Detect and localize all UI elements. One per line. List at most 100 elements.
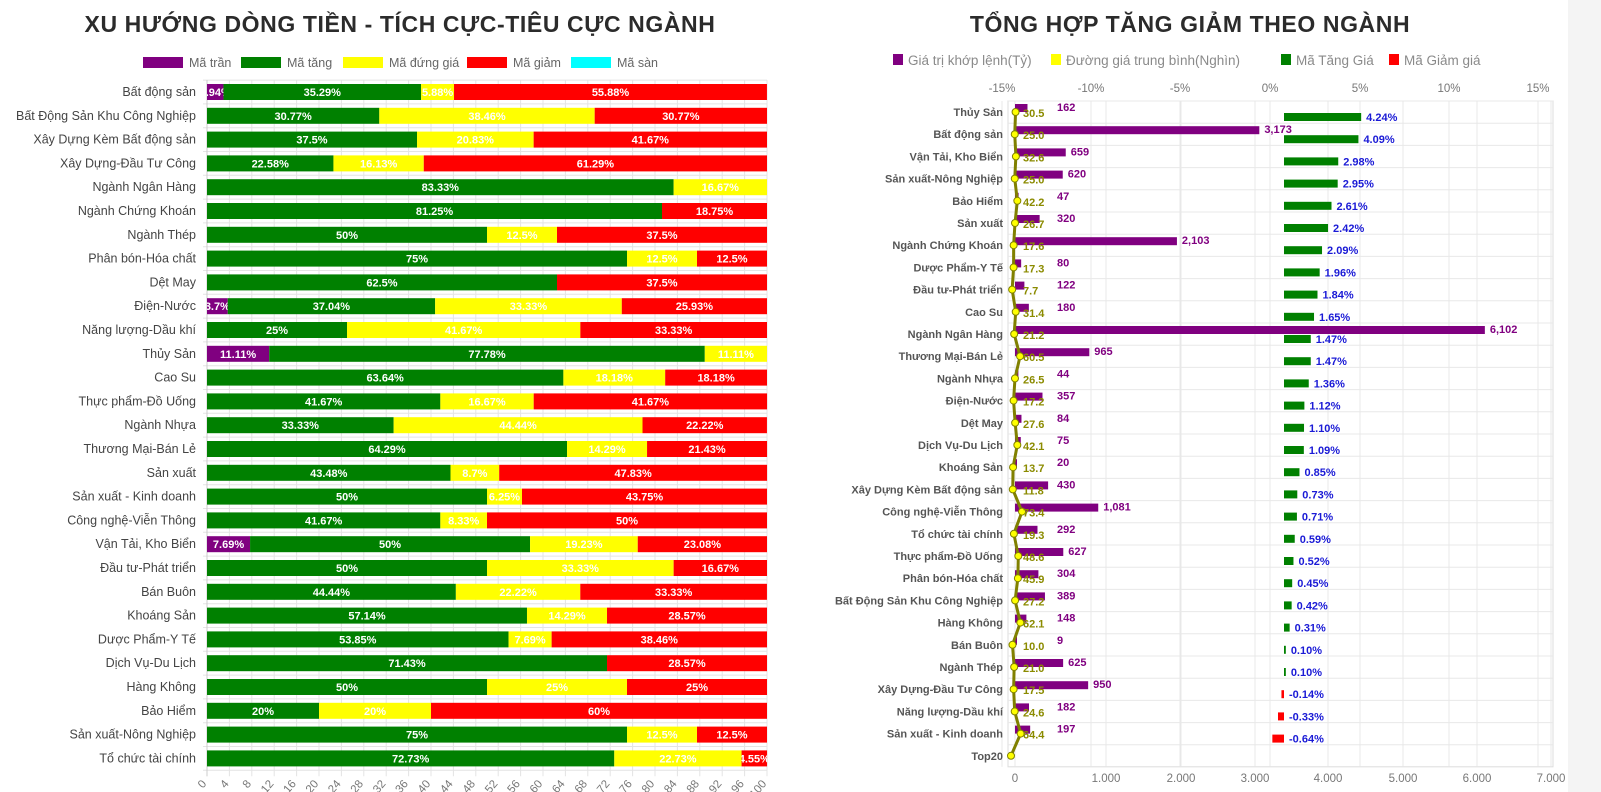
bar-segment-ma-tang <box>207 607 527 624</box>
top-axis-tick-label: -15% <box>989 83 1016 95</box>
category-label: Thủy Sản <box>142 347 196 361</box>
bar-segment-ma-tang <box>207 274 557 291</box>
data-label-ma-tran: 11.11% <box>220 349 256 361</box>
data-label-avg-price: 60.5 <box>1023 352 1044 364</box>
data-label-avg-price: 62.1 <box>1023 619 1044 631</box>
bar-segment-ma-tang <box>207 560 487 576</box>
bar-segment-ma-tang <box>207 226 487 243</box>
data-label-ma-tang: 50% <box>336 563 358 575</box>
avg-price-marker <box>1013 441 1022 449</box>
data-label-ma-dung-gia: 16.67% <box>702 182 740 194</box>
data-label-ma-tang: 71.43% <box>388 658 426 670</box>
data-label-ma-dung-gia: 7.69% <box>514 634 545 646</box>
data-label-ma-dung-gia: 5.88% <box>422 87 453 99</box>
data-label-ma-dung-gia: 14.29% <box>548 611 586 623</box>
bar-segment-ma-dung-gia <box>417 131 534 148</box>
bar-segment-ma-giam <box>594 107 767 124</box>
data-label-ma-giam: 4.55% <box>739 753 770 765</box>
data-label-ma-dung-gia: 16.67% <box>468 396 506 408</box>
bar-trading-value <box>1015 392 1043 401</box>
category-label: Điện-Nước <box>134 299 196 313</box>
data-label-ma-dung-gia: 25% <box>546 682 568 694</box>
data-label-ma-giam: 21.43% <box>688 444 726 456</box>
bar-trading-value <box>1015 237 1177 246</box>
data-label-pct: 1.84% <box>1322 290 1353 302</box>
category-label: Sản xuất <box>957 218 1003 230</box>
bar-segment-ma-tang <box>207 179 674 196</box>
data-label-trading-value: 75 <box>1057 435 1069 447</box>
avg-price-marker <box>1011 307 1020 316</box>
x-tick-label: 24 <box>326 778 344 792</box>
data-label-avg-price: 21.2 <box>1023 330 1044 342</box>
data-label-avg-price: 25.0 <box>1023 175 1044 187</box>
bar-segment-ma-dung-gia <box>487 488 522 505</box>
bar-segment-ma-tang <box>207 203 662 219</box>
data-label-ma-tang: 75% <box>406 730 428 742</box>
x-tick-label: 12 <box>259 778 276 792</box>
data-label-ma-dung-gia: 11.11% <box>718 349 754 361</box>
data-label-ma-giam: 50% <box>616 515 638 527</box>
data-label-ma-tang: 35.29% <box>304 87 342 99</box>
bar-segment-ma-giam <box>557 226 767 243</box>
bottom-axis-tick-label: 2.000 <box>1167 773 1196 785</box>
avg-price-marker <box>1018 507 1027 516</box>
data-label-ma-giam: 12.5% <box>716 254 747 266</box>
category-label: Thực phẩm-Đồ Uống <box>894 551 1003 563</box>
bar-segment-ma-giam <box>665 369 767 386</box>
data-label-avg-price: 13.7 <box>1023 463 1044 475</box>
bar-segment-ma-dung-gia <box>487 679 627 695</box>
page-scroll-strip <box>1568 0 1601 792</box>
bar-segment-ma-giam <box>533 393 768 410</box>
category-label: Sản xuất <box>147 466 197 480</box>
category-label: Ngành Ngân Hàng <box>908 329 1003 341</box>
x-tick-label: 52 <box>483 778 500 792</box>
data-label-avg-price: 64.4 <box>1023 730 1045 742</box>
data-label-ma-tang: 83.33% <box>422 182 460 194</box>
bar-segment-ma-dung-gia <box>627 726 697 743</box>
bar-pct-increase <box>1284 113 1362 121</box>
x-tick-label: 100 <box>748 778 770 792</box>
category-label: Công nghệ-Viễn Thông <box>67 512 196 527</box>
category-label: Khoáng Sản <box>127 609 196 623</box>
x-tick-label: 64 <box>550 778 568 792</box>
data-label-trading-value: 627 <box>1068 546 1086 558</box>
data-label-avg-price: 42.1 <box>1023 441 1044 453</box>
data-label-ma-dung-gia: 12.5% <box>646 730 677 742</box>
bar-pct-increase <box>1284 512 1297 521</box>
category-label: Xây Dựng Kèm Bất động sản <box>851 484 1003 496</box>
data-label-ma-dung-gia: 8.33% <box>448 515 479 527</box>
data-label-ma-giam: 18.18% <box>697 373 735 385</box>
bar-segment-ma-dung-gia <box>526 607 608 624</box>
data-label-ma-giam: 22.22% <box>686 420 724 432</box>
category-label: Sản xuất-Nông Nghiệp <box>885 174 1003 186</box>
data-label-ma-giam: 41.67% <box>632 135 670 147</box>
bar-segment-ma-tran <box>207 345 270 362</box>
data-label-trading-value: 965 <box>1094 346 1112 358</box>
category-label: Ngành Thép <box>939 662 1003 674</box>
avg-price-marker <box>1009 685 1018 694</box>
data-label-ma-tang: 77.78% <box>468 349 506 361</box>
data-label-pct: -0.64% <box>1289 734 1324 746</box>
data-label-avg-price: 24.6 <box>1023 707 1044 719</box>
bar-segment-ma-tran <box>207 298 228 315</box>
bar-segment-ma-giam <box>647 441 768 457</box>
category-label: Sản xuất - Kinh doanh <box>72 490 196 504</box>
bar-pct-increase <box>1284 490 1298 499</box>
bar-segment-ma-dung-gia <box>673 179 767 196</box>
bar-pct-decrease <box>1272 734 1284 743</box>
bar-segment-ma-giam <box>697 250 767 267</box>
bar-segment-ma-giam <box>522 488 767 505</box>
right-chart-title: TỔNG HỢP TĂNG GIẢM THEO NGÀNH <box>970 9 1410 37</box>
bar-pct-increase <box>1284 201 1332 210</box>
avg-price-marker <box>1016 729 1025 738</box>
bar-segment-ma-tang <box>207 155 334 172</box>
right-chart-bars: Thủy Sản 162 4.24% Bất động sản 3,173 4.09% Vậ… <box>835 102 1517 763</box>
category-label: Công nghệ-Viễn Thông <box>882 506 1003 519</box>
bar-segment-ma-dung-gia <box>567 441 648 457</box>
category-label: Thương Mại-Bán Lẻ <box>899 351 1003 363</box>
category-label: Tổ chức tài chính <box>911 529 1003 541</box>
data-label-ma-tang: 25% <box>266 325 288 337</box>
x-tick-label: 44 <box>438 778 456 792</box>
data-label-ma-giam: 41.67% <box>632 396 670 408</box>
x-tick-label: 28 <box>349 778 366 792</box>
